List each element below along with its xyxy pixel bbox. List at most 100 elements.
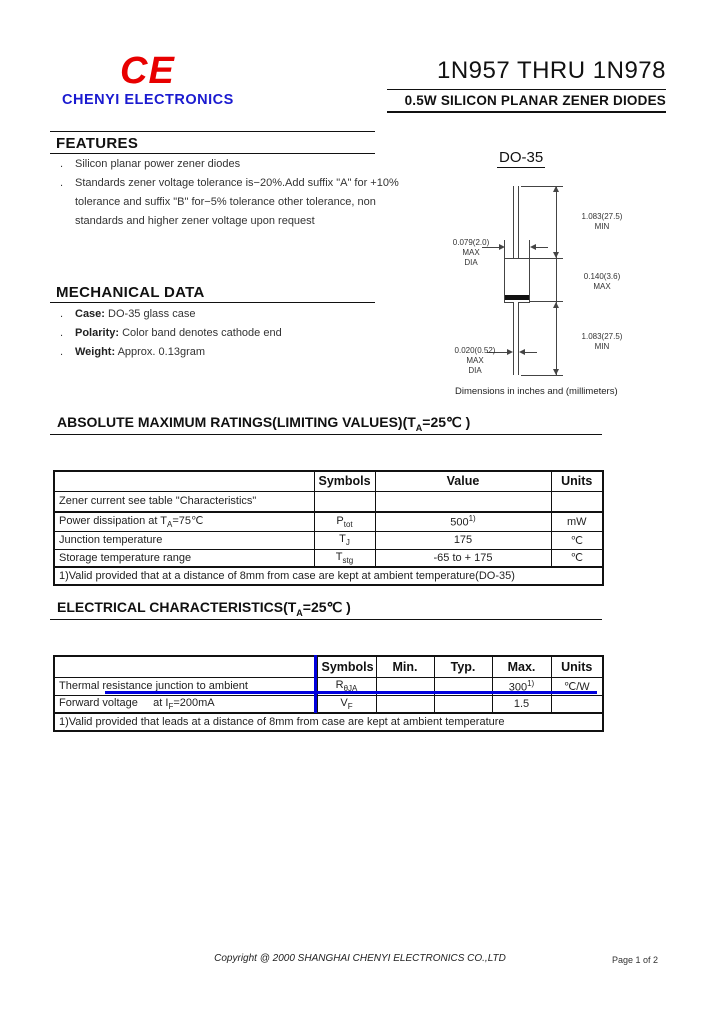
arrow-left-icon — [519, 349, 525, 355]
dim-lead-bottom-label: 1.083(27.5) MIN — [562, 332, 642, 352]
diode-top-lead — [513, 186, 519, 258]
heading-text: =25℃ ) — [302, 599, 351, 615]
desc-text: Storage temperature range — [59, 551, 192, 564]
dim-qualifier: DIA — [468, 366, 482, 375]
table-header-row: Symbols Min. Typ. Max. Units — [53, 655, 604, 678]
desc-sub: A — [167, 520, 173, 530]
dim-lead-dia-label: 0.020(0.52) MAX DIA — [444, 346, 506, 376]
col-header-blank — [53, 655, 318, 678]
title-divider — [387, 89, 666, 90]
row-symbol — [313, 490, 376, 513]
row-desc: Storage temperature range — [53, 548, 315, 568]
diode-bottom-lead — [513, 302, 519, 375]
col-header-units: Units — [550, 655, 604, 678]
dimension-arrow — [553, 369, 559, 375]
heading-sub: A — [415, 422, 423, 433]
dimension-tick — [521, 375, 563, 376]
row-desc: Power dissipation at TA=75℃ — [53, 511, 315, 532]
col-header-min: Min. — [375, 655, 435, 678]
dim-qualifier: MAX — [466, 356, 484, 365]
mech-text: DO-35 glass case — [104, 308, 196, 320]
mech-label: Weight: — [75, 346, 116, 358]
row-desc: Zener current see table "Characteristics… — [53, 490, 315, 513]
row-units — [550, 694, 604, 714]
row-typ — [433, 694, 493, 714]
symbol-main: P — [336, 514, 344, 527]
value-text: 500 — [450, 517, 469, 530]
dim-qualifier: MAX — [462, 248, 480, 257]
mech-text: Approx. 0.13gram — [115, 346, 206, 358]
symbol-main: T — [339, 532, 346, 545]
row-units: ℃ — [550, 530, 604, 550]
table-row: Power dissipation at TA=75℃ Ptot 5001) m… — [53, 511, 604, 532]
heading-text: ABSOLUTE MAXIMUM RATINGS(LIMITING VALUES… — [57, 414, 416, 430]
dim-lead-top-label: 1.083(27.5) MIN — [562, 212, 642, 232]
heading-sub: A — [296, 607, 303, 618]
blue-vertical-highlight-line — [314, 655, 317, 713]
dim-value: 1.083(27.5) — [581, 332, 623, 341]
abs-max-underline — [50, 434, 602, 435]
extension-line — [529, 240, 530, 258]
arrow-line — [521, 352, 537, 353]
heading-text: =25℃ ) — [422, 414, 471, 430]
col-header-symbols: Symbols — [313, 470, 376, 492]
arrow-line — [532, 247, 548, 248]
dim-qualifier: MAX — [593, 282, 611, 291]
row-value: 175 — [374, 530, 552, 550]
row-symbol: VF — [316, 694, 377, 714]
value-text: 175 — [453, 534, 473, 546]
company-logo: CE — [120, 50, 175, 92]
col-header-typ: Typ. — [433, 655, 493, 678]
mech-line-weight: Weight: Approx. 0.13gram — [75, 346, 205, 358]
row-value: 5001) — [374, 511, 552, 532]
table-row: Junction temperature TJ 175 ℃ — [53, 530, 604, 550]
mech-line-case: Case: DO-35 glass case — [75, 308, 195, 320]
value-text: -65 to + 175 — [433, 551, 493, 564]
mechanical-heading: MECHANICAL DATA — [56, 284, 205, 301]
table-footnote-row: 1)Valid provided that leads at a distanc… — [53, 712, 604, 732]
mech-bullet: . — [60, 308, 64, 320]
mech-label: Polarity: — [75, 327, 120, 339]
heading-text: ELECTRICAL CHARACTERISTICS(T — [57, 599, 297, 615]
desc-text: Thermal resistance junction to ambient — [59, 680, 248, 692]
abs-max-heading: ABSOLUTE MAXIMUM RATINGS(LIMITING VALUES… — [57, 414, 470, 433]
col-header-symbols: Symbols — [316, 655, 377, 678]
arrow-right-icon — [499, 244, 505, 250]
dim-value: 0.079(2.0) — [452, 238, 490, 247]
arrow-line — [482, 247, 503, 248]
arrow-left-icon — [530, 244, 536, 250]
copyright-text: Copyright @ 2000 SHANGHAI CHENYI ELECTRO… — [214, 953, 506, 964]
value-footnote-ref: 1) — [527, 678, 535, 688]
cathode-band — [505, 295, 529, 300]
feature-line: Standards zener voltage tolerance is−20%… — [75, 177, 399, 189]
table-footnote: 1)Valid provided that at a distance of 8… — [53, 566, 604, 586]
arrow-line — [487, 352, 511, 353]
dimension-line-vertical — [556, 186, 557, 376]
abs-max-table: Symbols Value Units Zener current see ta… — [53, 470, 604, 586]
row-value — [374, 490, 552, 513]
dim-value: 0.020(0.52) — [454, 346, 496, 355]
desc-text: Junction temperature — [59, 534, 163, 546]
value-text: 300 — [508, 681, 528, 694]
row-symbol: TJ — [313, 530, 376, 550]
dimension-tick — [530, 301, 563, 302]
feature-line: standards and higher zener voltage upon … — [75, 215, 315, 227]
desc-text: Power dissipation at T — [59, 515, 168, 528]
row-symbol: Ptot — [313, 511, 376, 532]
symbol-main: T — [335, 550, 343, 563]
arrow-right-icon — [507, 349, 513, 355]
row-units: mW — [550, 511, 604, 532]
symbol-main: R — [335, 678, 344, 691]
feature-line: tolerance and suffix "B" for−5% toleranc… — [75, 196, 376, 208]
blue-horizontal-highlight-line — [105, 691, 597, 694]
mech-label: Case: — [75, 308, 105, 320]
features-overline — [50, 131, 375, 132]
feature-line: Silicon planar power zener diodes — [75, 158, 241, 170]
mech-line-polarity: Polarity: Color band denotes cathode end — [75, 327, 282, 339]
col-header-max: Max. — [491, 655, 552, 678]
symbol-sub: tot — [343, 519, 353, 529]
symbol-sub: J — [345, 538, 350, 548]
symbol-sub: θJA — [343, 684, 358, 694]
desc-text: =75℃ — [172, 515, 204, 528]
table-footnote: 1)Valid provided that leads at a distanc… — [53, 712, 604, 732]
